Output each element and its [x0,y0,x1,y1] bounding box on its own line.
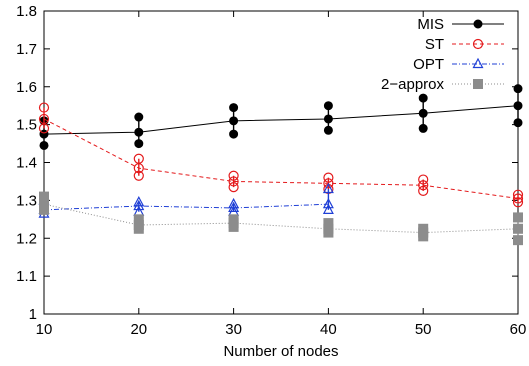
series-2-approx-range-high-marker [133,214,144,225]
series-mis-range-high-marker [229,103,239,113]
series-opt [38,182,334,218]
y-tick-label: 1 [29,306,37,323]
series-2-approx-point [323,223,334,234]
y-tick-label: 1.8 [16,3,37,20]
series-st-range-high-marker [228,170,239,181]
series-mis-range-high-marker [513,84,523,94]
series-st-point [38,113,50,125]
series-st-point [512,193,524,204]
series-2-approx-point [39,199,49,210]
axis-ticks: 10 20 30 40 50 60 1 1.1 1.2 1.3 1.4 1.5 1.6 1.7 1.8 [16,3,526,338]
series-opt-point [228,201,240,213]
series-mis-line [43,105,519,135]
legend-opt-marker [472,57,484,69]
series-opt-range-high-marker [228,197,240,209]
series-2-approx-point [418,227,429,238]
series-st-point [228,176,239,187]
y-tick-label: 1.5 [16,117,37,134]
series-opt-range-high-marker [322,182,334,194]
series-mis [39,84,523,150]
series-2-approx-range-high-marker [323,218,334,229]
series-st-point [418,180,429,191]
series-mis-point [229,116,239,126]
x-tick-label: 40 [320,321,337,338]
series-mis-range-low-marker [229,129,239,139]
y-tick-label: 1.2 [16,230,37,247]
series-mis-point [134,127,144,137]
series-st-range-low-marker [418,185,429,197]
y-tick-label: 1.1 [16,268,37,285]
plot-area-frame [43,10,519,315]
series-st-range-high-marker [418,174,429,185]
legend-st-marker [472,38,484,50]
series-opt-point [133,199,145,211]
series-mis-point [513,101,523,111]
x-tick-label: 10 [36,321,53,338]
x-axis-label: Number of nodes [223,343,338,360]
series-opt-point [322,197,334,209]
series-st-range-high-marker [323,172,334,183]
series-mis-range-high-marker [418,93,428,103]
series-st-point [133,163,144,174]
series-opt-range-high-marker [133,195,145,207]
y-tick-label: 1.4 [16,155,37,172]
series-mis-range-low-marker [134,139,144,149]
series-st-range-high-marker [512,189,524,200]
series-mis-range-low-marker [39,140,49,150]
y-tick-label: 1.7 [16,41,37,58]
series-2-approx-line [43,203,519,234]
series-mis-range-low-marker [418,123,428,133]
series-2-approx-range-high-marker [39,191,49,202]
x-tick-label: 60 [510,321,527,338]
series-st-range-high-marker [38,102,50,113]
y-tick-label: 1.3 [16,192,37,209]
series-st-range-low-marker [228,182,239,193]
series-opt-range-low-marker [322,203,334,214]
series-layer [38,84,524,246]
legend-mis-marker [473,19,483,29]
series-mis-range-low-marker [323,125,333,135]
legend-2-approx-marker [473,79,483,89]
series-2-approx-range-low-marker [513,235,523,246]
series-opt-line [43,203,329,211]
series-st-point [323,178,334,189]
series-mis-point [323,114,333,124]
series-mis-range-high-marker [134,112,144,122]
series-mis-point [418,108,428,118]
series-2-approx-range-low-marker [39,204,49,215]
legend-st-label: ST [425,36,444,53]
legend: MIS ST OPT 2−approx [381,16,504,93]
series-2-approx [39,191,523,246]
series-mis-range-low-marker [513,118,523,128]
series-2-approx-point [133,219,144,230]
series-2-approx-point [228,218,239,229]
series-2-approx-point [513,223,523,234]
series-2-approx-range-high-marker [513,212,523,223]
legend-mis-label: MIS [417,16,444,33]
x-tick-label: 30 [225,321,242,338]
series-mis-range-high-marker [323,101,333,111]
series-st-line [43,118,519,199]
x-tick-label: 20 [130,321,147,338]
y-tick-label: 1.6 [16,79,37,96]
series-st [38,102,524,208]
x-tick-label: 50 [415,321,432,338]
legend-2-approx-label: 2−approx [381,76,444,93]
legend-opt-label: OPT [413,56,444,73]
series-st-range-low-marker [512,197,524,208]
series-st-range-low-marker [133,170,144,181]
